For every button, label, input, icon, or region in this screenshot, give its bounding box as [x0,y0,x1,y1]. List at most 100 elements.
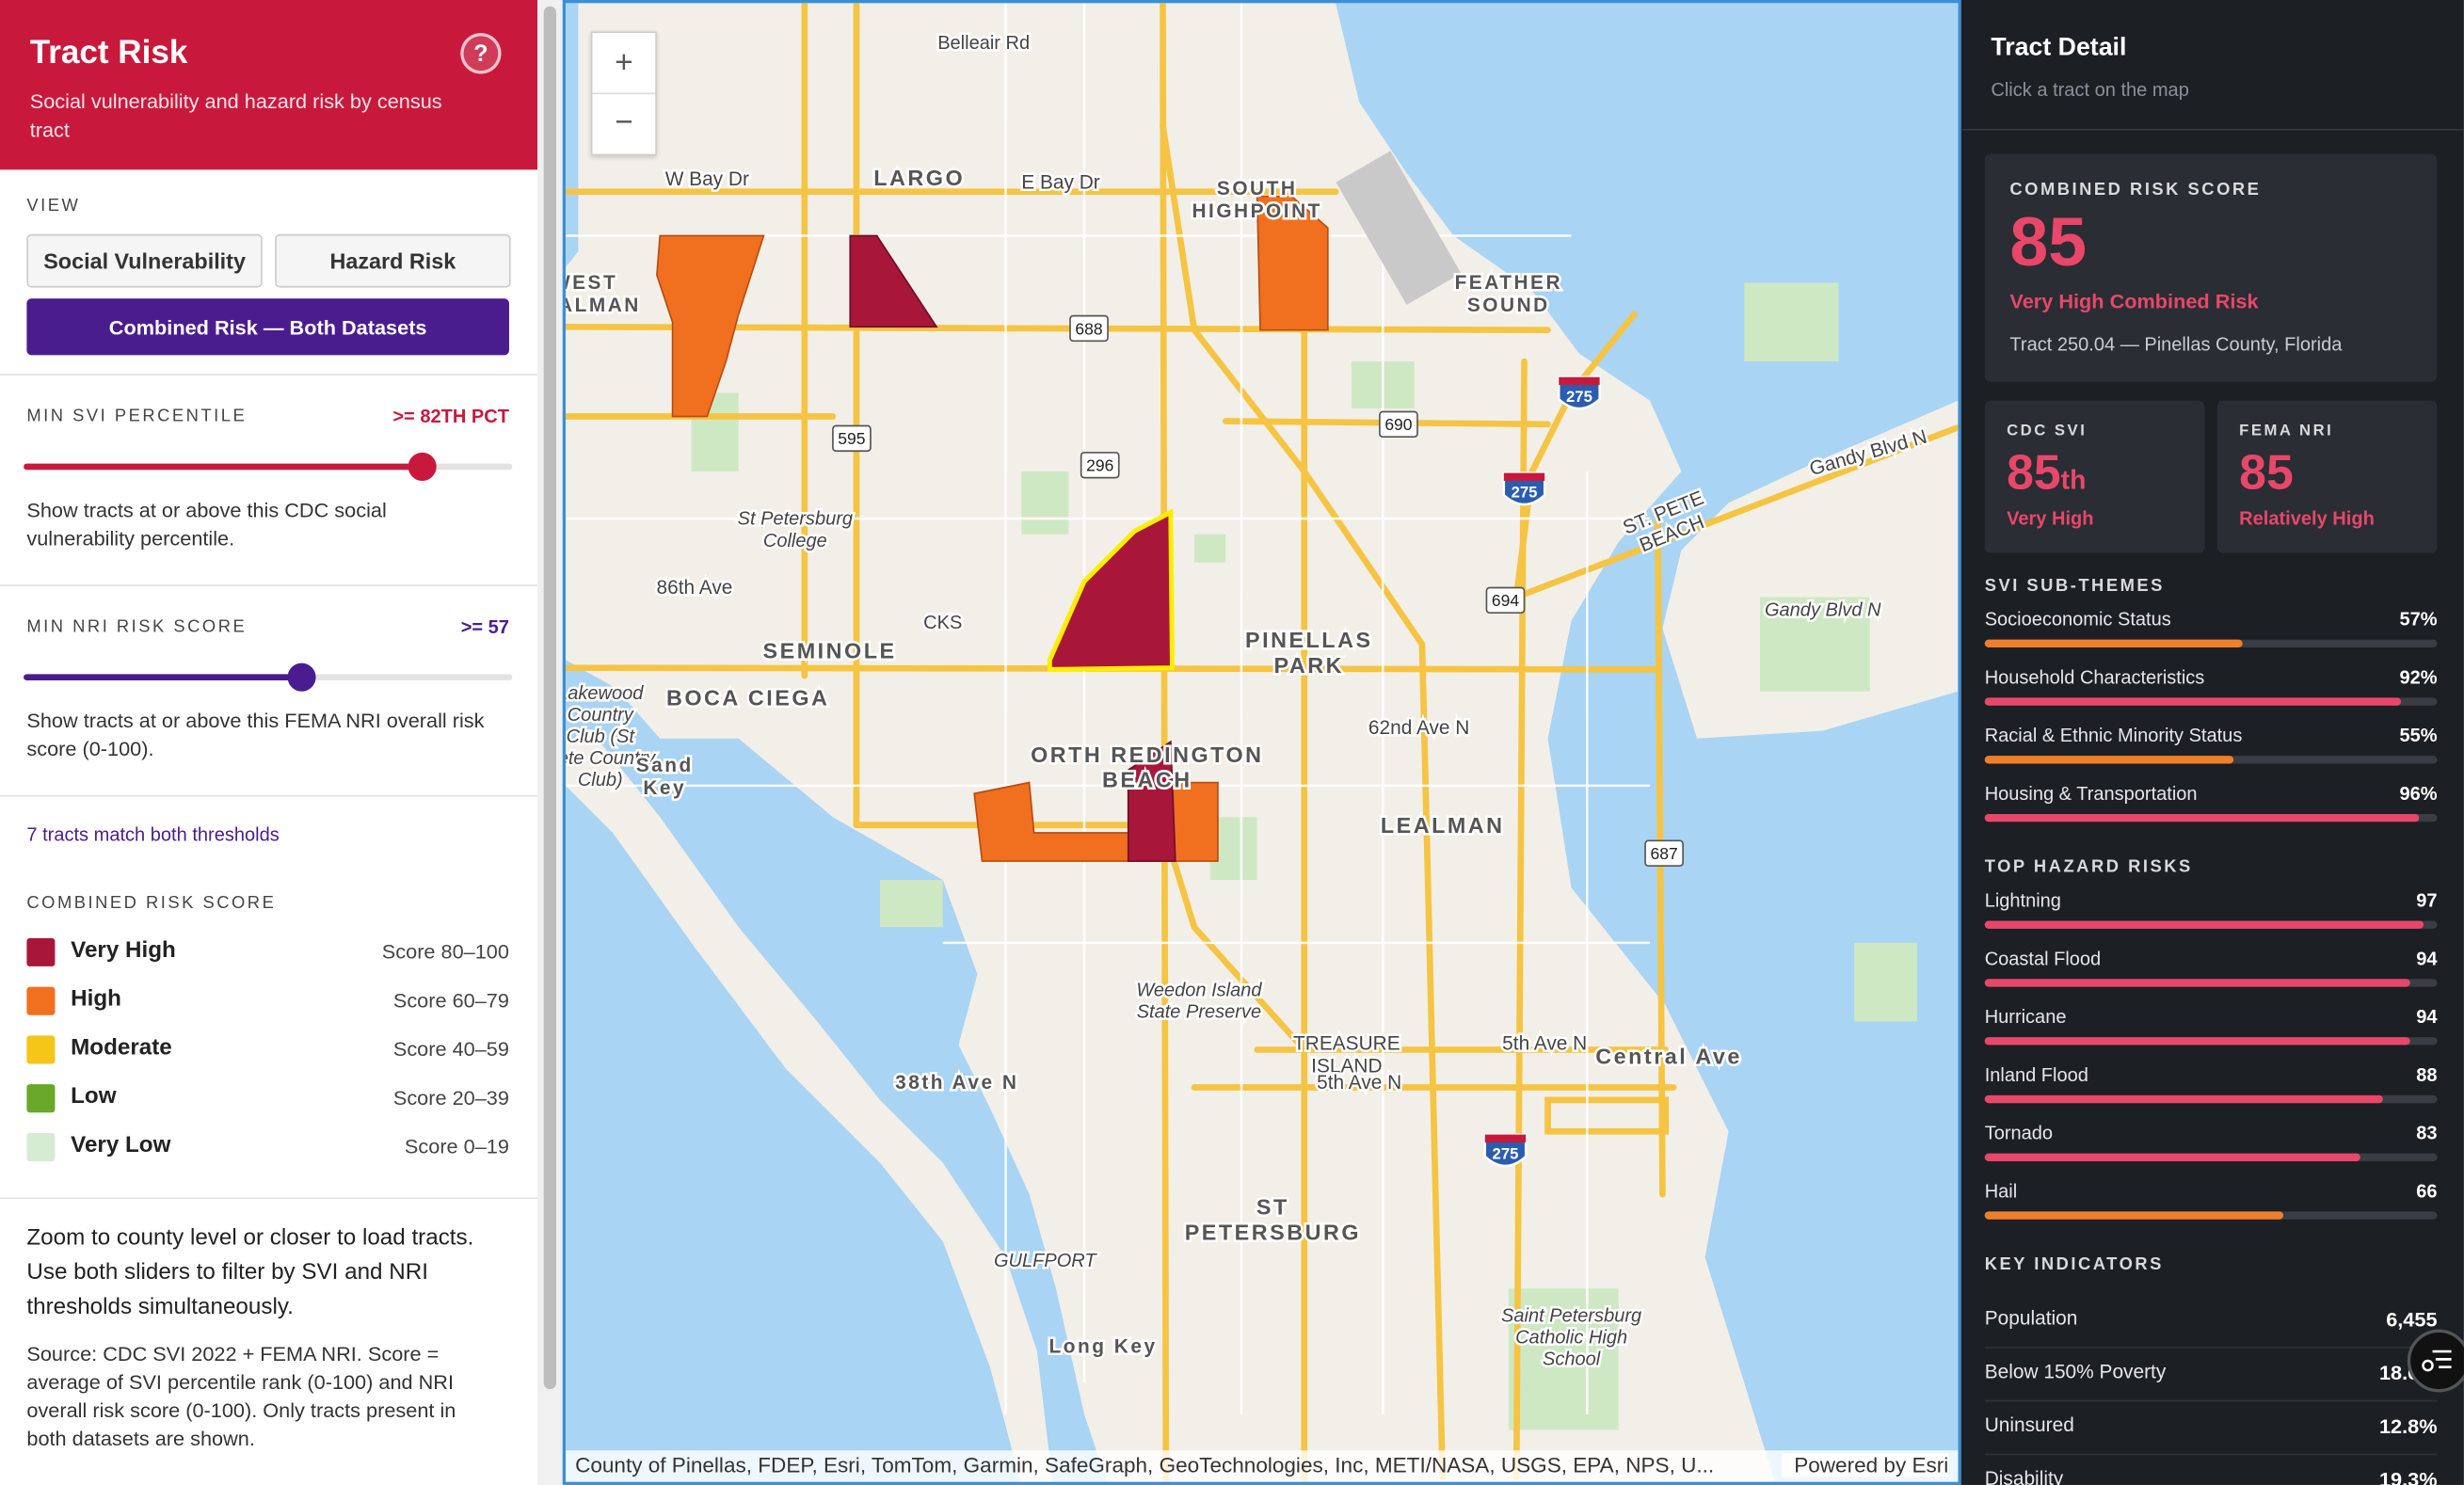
shield-label: 275 [1493,1145,1519,1163]
bar [1984,813,2420,822]
slider[interactable] [0,448,537,486]
tract[interactable] [849,234,938,328]
map-label: PINELLAS PARK [1245,628,1373,678]
legend-range: Score 0–19 [404,1134,509,1158]
map-label: Gandy Blvd N [1765,600,1881,621]
usage-note: Zoom to county level or closer to load t… [26,1225,474,1320]
view-button[interactable]: Combined Risk — Both Datasets [26,298,509,356]
map-label-line: Saint Petersburg [1501,1305,1641,1326]
map-label-line: LEALMAN [566,295,641,316]
legend-range: Score 20–39 [392,1085,509,1110]
section-title: SVI SUB-THEMES [1984,576,2165,596]
filter-value: >= 82TH PCT [392,405,509,428]
slider[interactable] [0,659,537,696]
bar-list: Lightning 97 Coastal Flood 94 Hurricane 94 Inl… [1984,890,2438,1220]
map-label-line: Club (St [567,727,636,747]
divider [0,374,538,376]
map-label-line: ORTH REDINGTON [1031,742,1263,767]
view-button[interactable]: Hazard Risk [275,233,511,288]
indicator-value: 12.8% [2378,1413,2438,1438]
map-label-line: 5th Ave N [1317,1072,1401,1094]
indicator-label: Uninsured [1984,1413,2074,1437]
map-label-line: BEACH [1102,768,1192,792]
app-title: Tract Risk [29,34,188,72]
tract[interactable] [1127,740,1176,862]
item-value: 66 [2416,1181,2437,1202]
item-label: Coastal Flood [1985,949,2101,969]
svi-value-wrap: 85th [2007,445,2086,502]
map-label-line: SEMINOLE [763,639,897,663]
indicator-label: Below 150% Poverty [1984,1361,2167,1383]
nri-value: 85 [2239,444,2294,500]
legend-title: COMBINED RISK SCORE [26,894,277,914]
shield-label: 694 [1492,591,1519,610]
legend-swatch [26,986,56,1015]
map[interactable]: Belleair Rd LARGO W Bay Dr E Bay Dr SOUTH HIG… [566,3,1959,1482]
map-label-line: SOUTH [1217,178,1298,200]
map-label: 5th Ave N [1317,1072,1401,1094]
nri-card: FEMA NRI 85 Relatively High [2216,400,2438,553]
svi-card: CDC SVI 85th Very High [1984,400,2205,553]
shield-label: 687 [1650,844,1677,863]
zoom-in-button[interactable]: + [592,33,656,95]
help-button[interactable]: ? [460,33,502,74]
map-label-line: Sand [636,755,694,776]
bar [1984,756,2234,764]
item-value: 55% [2399,726,2437,746]
zoom-out-button[interactable]: − [615,104,633,139]
road-shield [1379,410,1418,439]
divider [0,1197,538,1200]
divider [1960,128,2464,131]
map-label-line: College [763,531,827,551]
legend-label: Low [71,1084,117,1110]
sidebar: Tract Risk ? Social vulnerability and ha… [0,0,538,1485]
view-button[interactable]: Social Vulnerability [26,233,263,288]
map-label-line: PARK [1274,653,1344,678]
map-label-line: 5th Ave N [1502,1032,1587,1054]
tract[interactable] [656,234,765,418]
row-divider [1984,1399,2438,1402]
source-note: Source: CDC SVI 2022 + FEMA NRI. Score =… [26,1342,456,1451]
filter-label: MIN NRI RISK SCORE [26,617,248,637]
slider-thumb[interactable] [408,452,437,481]
map-label-line: HIGHPOINT [1192,200,1321,222]
filter-value: >= 57 [460,615,509,638]
map-label: TREASURE ISLAND [1293,1032,1400,1077]
map-label-line: FEATHER [1455,272,1562,294]
item-label: Inland Flood [1985,1065,2088,1086]
selected-tract[interactable] [1047,508,1176,672]
map-label: SOUTH HIGHPOINT [1192,178,1321,222]
item-value: 88 [2416,1065,2437,1086]
legend-label: Very High [71,937,176,964]
interstate-shield-top [1503,472,1545,481]
legend-range: Score 80–100 [381,939,509,964]
floating-menu-button[interactable] [2407,1329,2464,1393]
shield-label: 690 [1384,415,1412,434]
sidebar-header: Tract Risk ? Social vulnerability and ha… [0,0,538,170]
filter-label: MIN SVI PERCENTILE [26,407,248,426]
scrollbar [537,0,563,1485]
zoom-control: + − [590,31,657,156]
combined-class: Very High Combined Risk [2009,289,2259,313]
section-title: TOP HAZARD RISKS [1984,857,2193,877]
map-label-line: Weedon Island [1136,981,1262,1001]
slider-thumb[interactable] [287,663,316,692]
tract[interactable] [1256,195,1329,331]
item-value: 94 [2416,1007,2438,1028]
map-label-line: W Bay Dr [665,168,749,190]
map-label-line: Club) [578,770,623,790]
map-label-line: Pete Country [566,748,657,769]
legend-range: Score 40–59 [392,1037,509,1062]
scroll-thumb[interactable] [543,6,557,1390]
filter-help: Show tracts at or above this FEMA NRI ov… [26,709,485,761]
item-value: 94 [2416,949,2438,969]
road-shield [832,424,872,453]
map-label-line: 62nd Ave N [1368,717,1469,739]
map-label: Belleair Rd [937,33,1030,54]
item-label: Hail [1985,1181,2017,1202]
match-count: 7 tracts match both thresholds [26,822,280,846]
view-label: VIEW [26,196,81,216]
section-title: KEY INDICATORS [1984,1255,2164,1275]
nri-rating: Relatively High [2239,507,2375,530]
map-view[interactable]: Belleair Rd LARGO W Bay Dr E Bay Dr SOUTH HIG… [562,0,1961,1485]
